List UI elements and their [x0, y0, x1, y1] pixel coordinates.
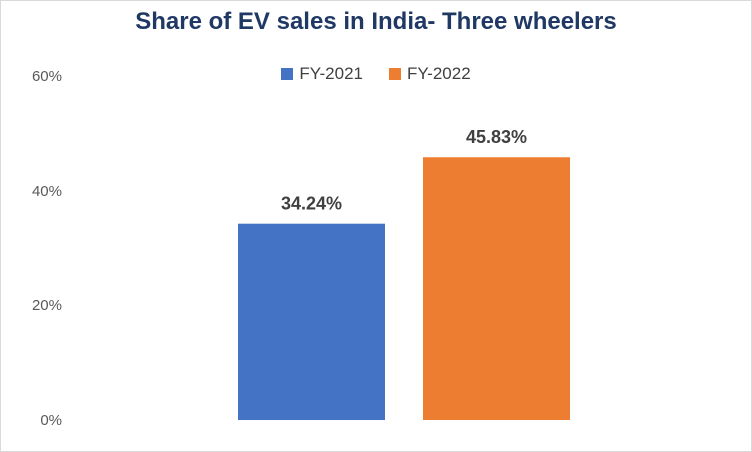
legend-swatch-fy2021	[281, 68, 294, 80]
legend-swatch-fy2022	[389, 68, 401, 80]
legend-item-fy2021: FY-2021	[281, 64, 363, 84]
y-tick-label: 60%	[32, 68, 62, 85]
y-tick-label: 20%	[32, 297, 62, 314]
y-tick-label: 40%	[32, 183, 62, 200]
chart-title: Share of EV sales in India- Three wheele…	[135, 8, 617, 35]
legend: FY-2021 FY-2022	[0, 64, 752, 84]
data-label-fy2022: 45.83%	[466, 127, 527, 147]
legend-label-fy2021: FY-2021	[299, 64, 363, 83]
data-label-fy2021: 34.24%	[281, 194, 342, 214]
bar-fy2021	[238, 223, 385, 420]
bar-fy2022	[423, 157, 570, 420]
y-tick-label: 0%	[40, 412, 62, 429]
legend-item-fy2022: FY-2022	[389, 64, 471, 84]
legend-label-fy2022: FY-2022	[407, 64, 471, 83]
